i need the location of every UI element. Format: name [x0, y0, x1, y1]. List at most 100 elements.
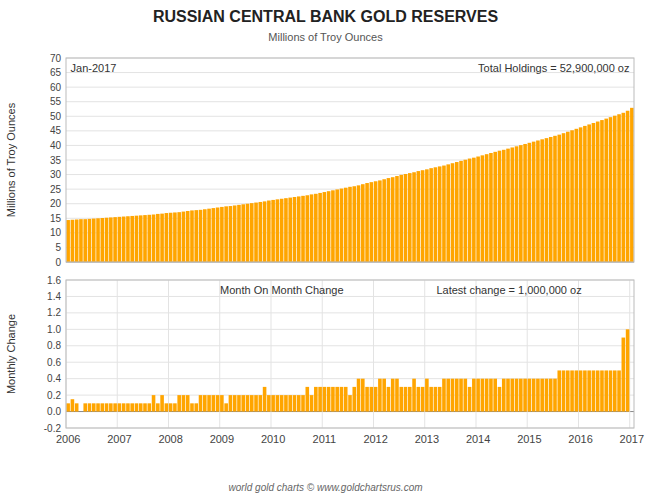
bar	[622, 338, 626, 412]
bar	[472, 379, 476, 412]
annotation: Total Holdings = 52,900,000 oz	[478, 62, 629, 74]
bar	[83, 403, 87, 411]
bar	[609, 370, 613, 411]
bar	[485, 154, 489, 262]
bar	[519, 145, 523, 262]
bar	[446, 164, 450, 262]
bar	[395, 379, 399, 412]
bar	[592, 123, 596, 262]
bar	[515, 379, 519, 412]
bar	[365, 387, 369, 412]
y-tick-label: 55	[50, 96, 62, 107]
bar	[340, 387, 344, 412]
bar	[92, 403, 96, 411]
bar	[340, 189, 344, 262]
bar	[545, 138, 549, 262]
bar	[305, 195, 309, 262]
bar	[156, 214, 160, 262]
grid-line	[66, 174, 634, 175]
bar	[506, 149, 510, 262]
bar	[498, 387, 502, 412]
bar	[626, 329, 630, 411]
bar	[506, 379, 510, 412]
bar	[237, 205, 241, 262]
bar	[182, 212, 186, 262]
bar	[502, 379, 506, 412]
bar	[109, 217, 113, 262]
bar	[135, 216, 139, 262]
bar	[331, 190, 335, 262]
bar	[233, 205, 237, 262]
bar	[156, 403, 160, 411]
y-tick-label: 65	[50, 67, 62, 78]
chart-svg: RUSSIAN CENTRAL BANK GOLD RESERVESMillio…	[0, 0, 651, 498]
bar	[66, 220, 70, 262]
bar	[220, 395, 224, 411]
y-tick-label: 40	[50, 140, 62, 151]
bar	[575, 370, 579, 411]
bar	[395, 176, 399, 262]
bar	[536, 140, 540, 262]
bar	[592, 370, 596, 411]
y-tick-label: 5	[55, 242, 61, 253]
bar	[549, 379, 553, 412]
x-tick-label: 2016	[568, 433, 592, 445]
bar	[438, 166, 442, 262]
bar	[318, 387, 322, 412]
bar	[297, 395, 301, 411]
bar	[122, 217, 126, 262]
bar	[361, 184, 365, 262]
grid-line	[66, 116, 634, 117]
bar	[434, 167, 438, 262]
bar	[113, 403, 117, 411]
bar	[71, 220, 75, 262]
plot-frame	[66, 58, 634, 262]
bar	[391, 177, 395, 262]
bar	[604, 119, 608, 262]
y-tick-label: 0	[55, 257, 61, 268]
grid-line	[66, 362, 634, 363]
bar	[118, 403, 122, 411]
bar	[250, 203, 254, 262]
bar	[378, 180, 382, 262]
bar	[429, 168, 433, 262]
title: RUSSIAN CENTRAL BANK GOLD RESERVES	[153, 8, 499, 25]
bar	[284, 395, 288, 411]
bar	[314, 194, 318, 262]
bar	[357, 379, 361, 412]
x-tick-label: 2009	[210, 433, 234, 445]
bar	[199, 395, 203, 411]
grid-line	[66, 160, 634, 161]
bar	[254, 395, 258, 411]
bar	[224, 403, 228, 411]
footer: world gold charts © www.goldchartsrus.co…	[228, 482, 422, 493]
bar	[177, 212, 181, 262]
bar	[378, 379, 382, 412]
bar	[417, 171, 421, 262]
bar	[186, 395, 190, 411]
y-tick-label: 1.0	[47, 324, 61, 335]
bar	[532, 142, 536, 262]
y-tick-label: 0.0	[47, 406, 61, 417]
y-tick-label: -0.2	[44, 423, 62, 434]
bar	[387, 178, 391, 262]
annotation: Latest change = 1,000,000 oz	[436, 284, 581, 296]
bar	[370, 387, 374, 412]
x-tick-label: 2017	[620, 433, 644, 445]
bar	[566, 370, 570, 411]
bar	[220, 207, 224, 262]
bar	[549, 137, 553, 262]
bar	[169, 213, 173, 262]
bar	[579, 127, 583, 262]
bar	[382, 179, 386, 262]
bar	[553, 379, 557, 412]
bar	[596, 122, 600, 262]
bar	[472, 158, 476, 262]
bar	[570, 130, 574, 262]
bar	[101, 403, 105, 411]
bar	[613, 370, 617, 411]
bar	[130, 216, 134, 262]
bar	[301, 395, 305, 411]
bar	[75, 219, 79, 262]
bar	[352, 186, 356, 262]
